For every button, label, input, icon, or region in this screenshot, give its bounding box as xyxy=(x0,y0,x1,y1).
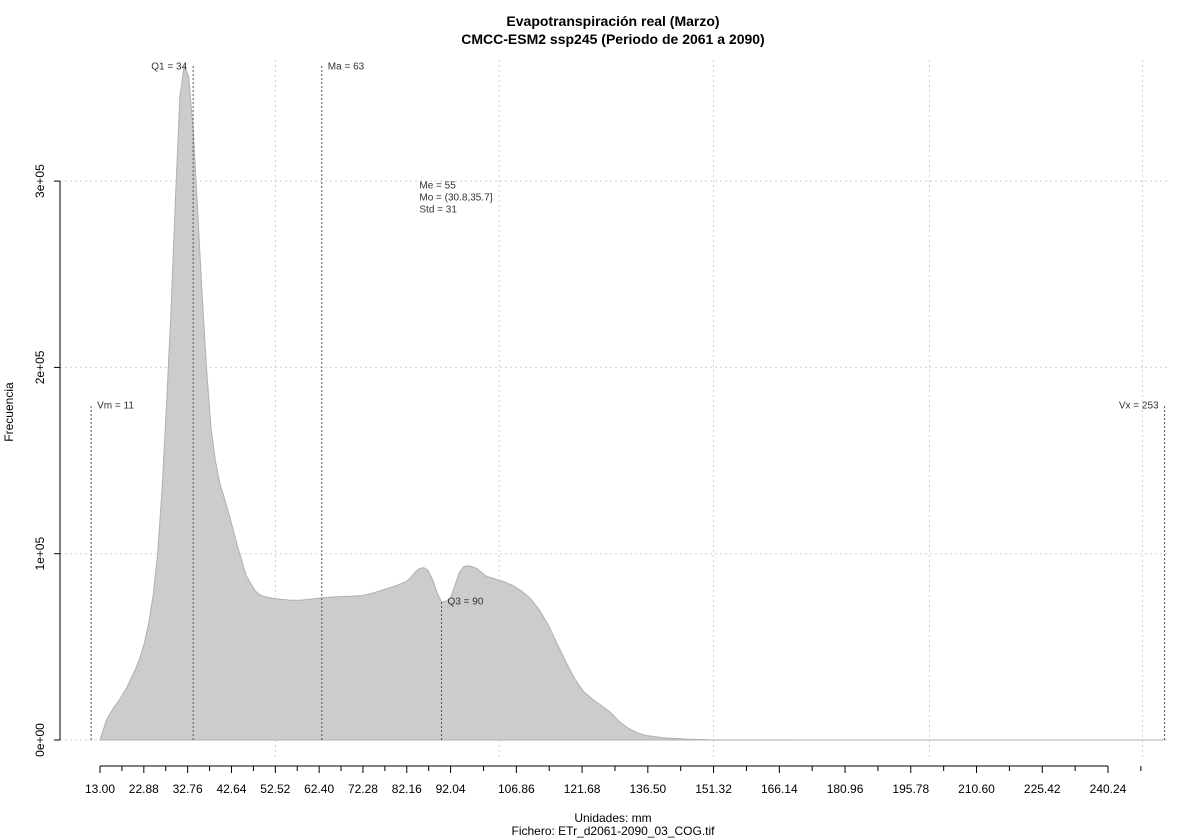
x-axis-title: Unidades: mm xyxy=(574,811,651,825)
y-axis-title: Frecuencia xyxy=(2,382,16,442)
x-tick-label: 136.50 xyxy=(629,782,666,796)
x-tick-label: 210.60 xyxy=(958,782,995,796)
x-tick-label: 72.28 xyxy=(348,782,378,796)
x-tick-label: 13.00 xyxy=(85,782,115,796)
axis-layer: 0e+00 1e+05 2e+05 3e+05 13.00 22.88 32.76 42.64… xyxy=(33,164,1142,796)
x-tick-label: 121.68 xyxy=(564,782,601,796)
chart-title: Evapotranspiración real (Marzo) xyxy=(506,13,719,29)
x-tick-label: 166.14 xyxy=(761,782,798,796)
stats-line: Std = 31 xyxy=(419,205,457,216)
y-tick-label: 1e+05 xyxy=(33,537,47,571)
file-caption: Fichero: ETr_d2061-2090_03_COG.tif xyxy=(512,824,716,838)
annotation-label: Q1 = 34 xyxy=(151,62,187,73)
x-tick-label: 82.16 xyxy=(392,782,422,796)
annotation-layer: Vm = 11 Q1 = 34 Ma = 63 Q3 = 90 Vx = 253 Me =… xyxy=(90,62,1166,740)
density-area xyxy=(99,63,1165,741)
x-tick-label: 32.76 xyxy=(173,782,203,796)
x-tick-label: 180.96 xyxy=(827,782,864,796)
x-tick-label: 240.24 xyxy=(1090,782,1127,796)
x-tick-label: 62.40 xyxy=(304,782,334,796)
chart-subtitle: CMCC-ESM2 ssp245 (Periodo de 2061 a 2090… xyxy=(461,31,764,47)
stats-line: Mo = (30.8,35.7] xyxy=(419,193,492,204)
x-tick-label: 106.86 xyxy=(498,782,535,796)
y-tick-label: 3e+05 xyxy=(33,164,47,198)
x-tick-label: 151.32 xyxy=(695,782,732,796)
annotation-label: Vx = 253 xyxy=(1119,401,1159,412)
y-tick-label: 0e+00 xyxy=(33,723,47,757)
x-tick-label: 195.78 xyxy=(892,782,929,796)
y-tick-label: 2e+05 xyxy=(33,350,47,384)
x-tick-label: 52.52 xyxy=(260,782,290,796)
x-tick-label: 225.42 xyxy=(1024,782,1061,796)
x-tick-label: 22.88 xyxy=(129,782,159,796)
annotation-label: Vm = 11 xyxy=(97,401,134,412)
area-layer xyxy=(99,63,1165,741)
x-tick-label: 92.04 xyxy=(436,782,466,796)
stats-line: Me = 55 xyxy=(419,181,456,192)
annotation-label: Q3 = 90 xyxy=(448,596,484,607)
annotation-label: Ma = 63 xyxy=(328,62,365,73)
x-tick-label: 42.64 xyxy=(216,782,246,796)
